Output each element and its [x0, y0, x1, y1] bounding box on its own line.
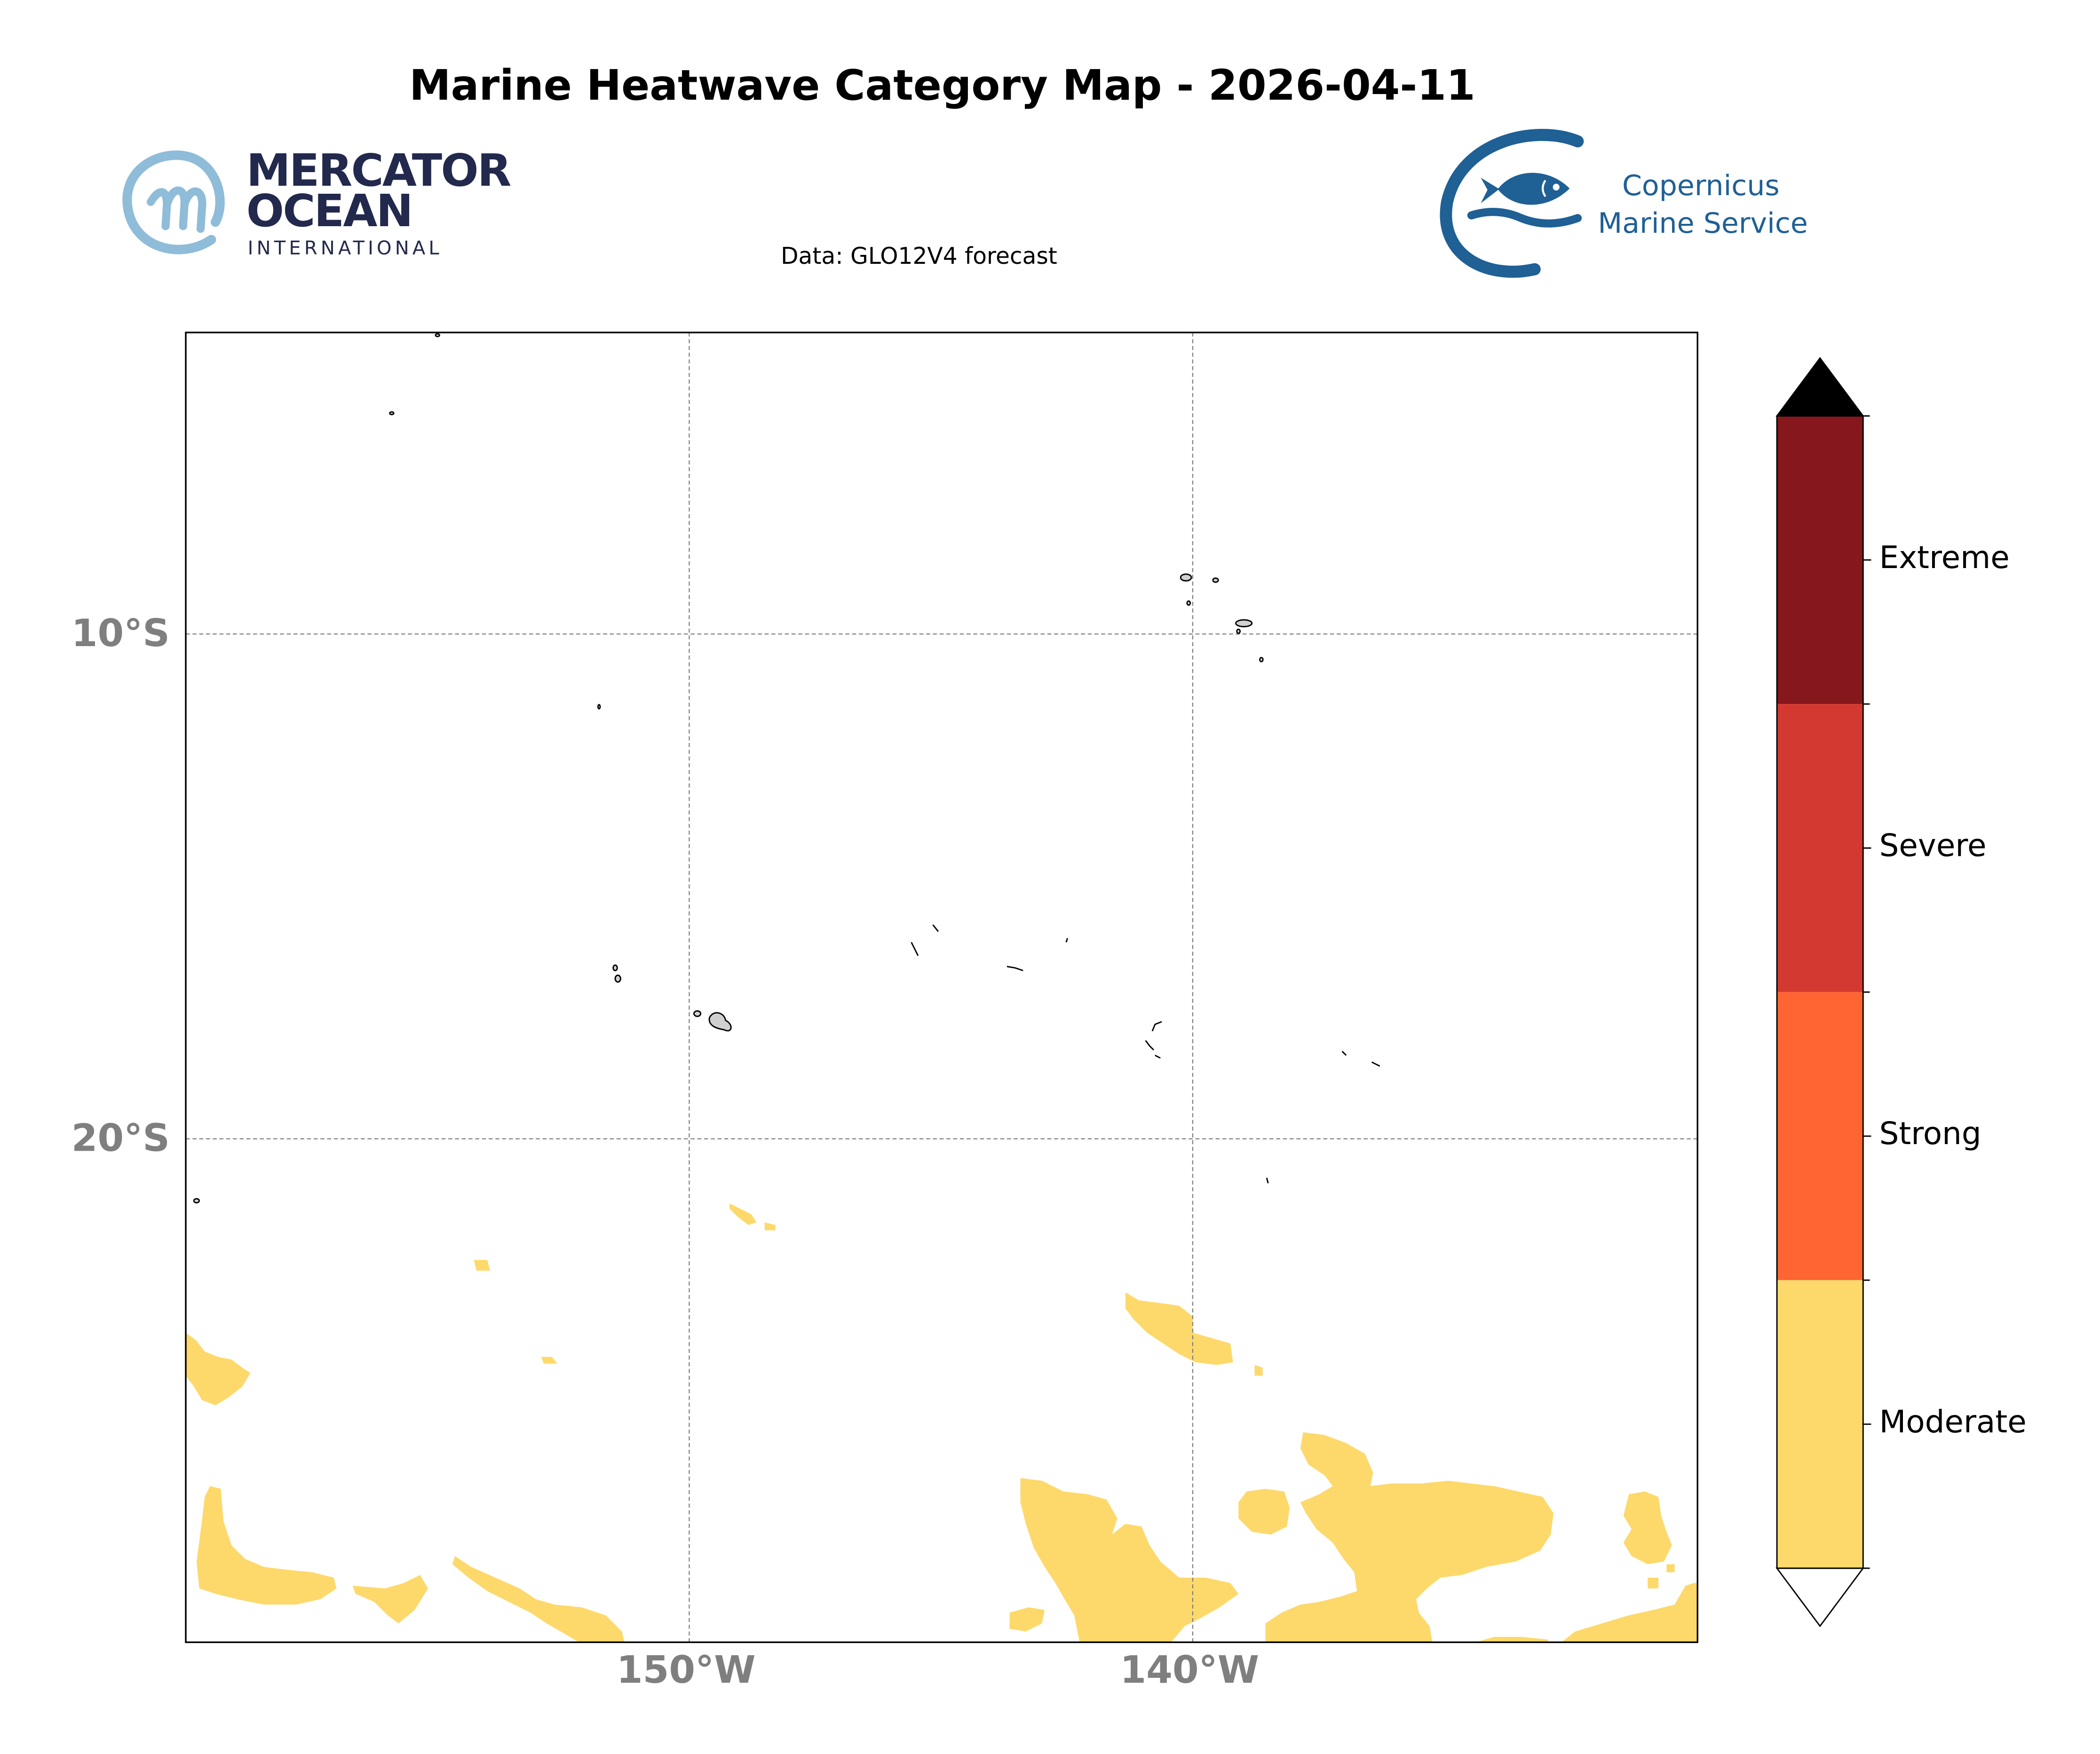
atoll — [1155, 1054, 1161, 1059]
island — [614, 974, 621, 983]
heatwave-area — [1475, 1636, 1548, 1643]
heatwave-area — [1020, 1478, 1239, 1643]
heatwave-area — [1238, 1489, 1290, 1535]
heatwave-area — [1561, 1583, 1698, 1643]
heatwave-area — [729, 1203, 757, 1225]
island — [193, 1198, 200, 1204]
atoll — [932, 924, 939, 932]
colorbar-swatch-extreme — [1777, 416, 1863, 704]
atoll — [1006, 965, 1023, 972]
colorbar-extend-max — [1775, 357, 1865, 417]
island — [1212, 577, 1219, 583]
mercator-ocean-logo — [122, 150, 225, 254]
copernicus-logo-line1: Copernicus — [1622, 169, 1780, 202]
heatwave-area — [196, 1486, 337, 1605]
colorbar-extend-min — [1775, 1567, 1865, 1628]
atoll — [1371, 1061, 1380, 1067]
legend-label-moderate: Moderate — [1879, 1405, 2027, 1440]
map-frame — [185, 332, 1698, 1643]
heatwave-area — [352, 1575, 428, 1624]
heatwave-area — [1265, 1432, 1553, 1643]
atoll — [1145, 1040, 1154, 1051]
island — [1236, 628, 1241, 634]
heatwave-area — [1254, 1365, 1263, 1376]
x-tick-label: 140°W — [1120, 1647, 1260, 1692]
atoll — [1065, 938, 1069, 943]
colorbar-swatch-severe — [1777, 704, 1863, 992]
colorbar-ticks — [1863, 415, 1871, 1569]
island — [612, 964, 618, 972]
heatwave-areas — [185, 1203, 1698, 1643]
island-tahiti — [708, 1012, 732, 1032]
heatwave-area — [452, 1556, 625, 1643]
island — [1259, 656, 1264, 663]
atoll — [1341, 1051, 1347, 1056]
coastlines — [193, 333, 1380, 1204]
island — [1180, 573, 1192, 582]
atoll — [1151, 1021, 1162, 1032]
heatwave-area — [1623, 1491, 1672, 1564]
page-title: Marine Heatwave Category Map - 2026-04-1… — [409, 62, 1475, 111]
heatwave-area — [1648, 1577, 1659, 1588]
y-tick-label: 20°S — [71, 1116, 170, 1161]
copernicus-marine-logo — [1440, 129, 1584, 278]
heatwave-area — [1125, 1292, 1233, 1365]
mercator-logo-line2: OCEAN — [246, 184, 413, 237]
island — [1186, 600, 1191, 606]
island — [597, 704, 601, 710]
x-tick-label: 150°W — [616, 1647, 756, 1692]
heatwave-area — [185, 1332, 251, 1406]
heatwave-area — [1666, 1564, 1675, 1572]
colorbar-swatch-moderate — [1777, 1280, 1863, 1568]
island — [435, 333, 440, 338]
data-source-caption: Data: GLO12V4 forecast — [781, 244, 1057, 271]
gridlines — [185, 332, 1698, 1643]
map-background — [185, 332, 1698, 1643]
island — [389, 411, 395, 416]
colorbar — [1775, 357, 1871, 1628]
island — [1235, 619, 1253, 627]
island — [693, 1010, 702, 1017]
heatwave-area — [474, 1260, 490, 1271]
legend-label-severe: Severe — [1879, 829, 1987, 864]
heatwave-area — [1009, 1607, 1045, 1632]
atoll — [911, 942, 919, 956]
heatwave-area — [764, 1222, 776, 1231]
colorbar-swatch-strong — [1777, 992, 1863, 1280]
copernicus-logo-line2: Marine Service — [1598, 207, 1808, 240]
legend-label-strong: Strong — [1879, 1117, 1981, 1153]
atoll — [1266, 1177, 1269, 1184]
mercator-logo-line3: INTERNATIONAL — [247, 238, 443, 260]
legend-label-extreme: Extreme — [1879, 541, 2010, 577]
y-tick-label: 10°S — [71, 611, 170, 656]
mercator-logo-line1: MERCATOR — [246, 144, 512, 197]
